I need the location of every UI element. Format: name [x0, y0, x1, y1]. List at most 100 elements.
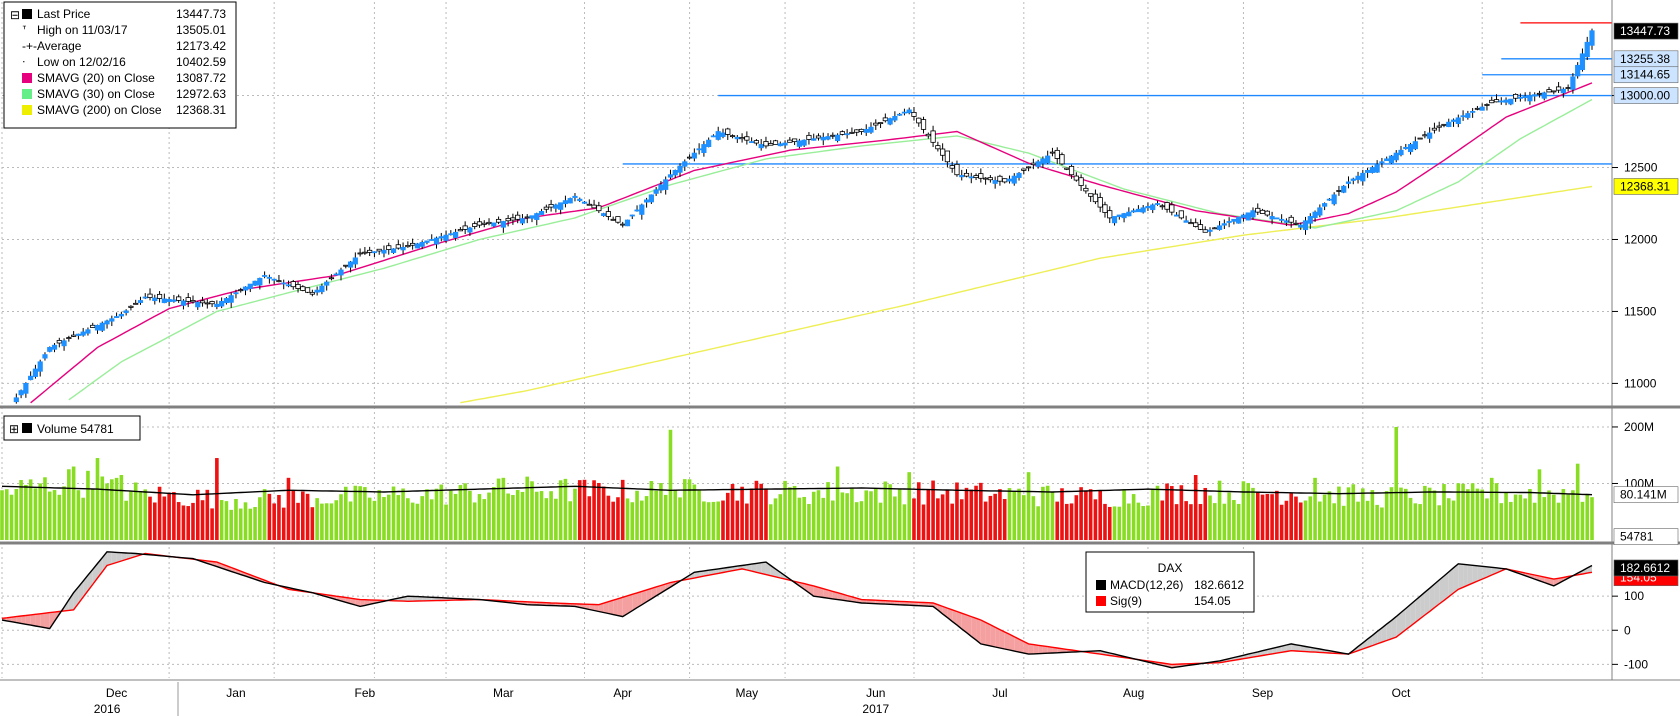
candle: [362, 251, 368, 254]
volume-bar: [1485, 498, 1489, 540]
macd-fill: [1362, 639, 1368, 650]
volume-bar: [176, 502, 181, 540]
volume-bar: [883, 481, 888, 540]
candle: [23, 383, 29, 394]
macd-fill: [1276, 646, 1282, 654]
volume-bar: [534, 491, 539, 540]
volume-bar: [1413, 503, 1418, 540]
candle: [591, 204, 597, 209]
macd-fill: [1014, 636, 1020, 653]
volume-bar: [1494, 483, 1499, 540]
candle: [1049, 151, 1056, 154]
volume-bar: [988, 495, 993, 540]
volume-bar: [1160, 500, 1165, 540]
volume-bar: [1427, 487, 1432, 540]
volume-bar: [1060, 488, 1064, 540]
volume-bar: [152, 502, 157, 540]
volume-bar: [620, 479, 625, 540]
candle: [1193, 222, 1199, 227]
volume-bar: [1279, 504, 1284, 540]
candle: [424, 240, 430, 243]
candle: [1441, 123, 1447, 126]
candle: [1403, 146, 1409, 150]
candle: [56, 340, 62, 344]
volume-bar: [740, 486, 744, 540]
candle: [935, 145, 941, 150]
volume-bar: [1418, 504, 1422, 540]
candle: [562, 200, 569, 205]
candle: [1331, 194, 1337, 205]
candle: [505, 218, 511, 222]
volume-bar: [831, 500, 835, 540]
macd-fill: [1047, 646, 1053, 654]
macd-fill: [1472, 565, 1478, 584]
volume-bar: [1556, 502, 1561, 540]
volume-bar: [324, 503, 329, 540]
price-legend: ⊟ Last Price 13447.73 ᐪ High on 11/03/17 135…: [3, 1, 237, 129]
candle: [1350, 178, 1356, 181]
candle: [1479, 106, 1485, 111]
candle: [1422, 134, 1428, 137]
volume-bar: [931, 480, 935, 540]
macd-fill: [952, 609, 957, 626]
macd-fill: [1019, 639, 1024, 654]
axis-value-tag-bg: [1613, 486, 1679, 504]
legend-swatch: [22, 105, 32, 115]
volume-bar: [1241, 481, 1246, 540]
volume-bar: [1074, 495, 1079, 540]
macd-fill: [828, 590, 833, 599]
macd-fill: [899, 601, 905, 606]
candle: [276, 280, 282, 283]
volume-bar: [429, 499, 434, 540]
candle: [309, 291, 315, 295]
volume-bar: [43, 477, 47, 540]
sma20-line: [30, 82, 1593, 404]
macd-fill: [417, 596, 423, 602]
candle: [395, 244, 401, 249]
candle: [285, 284, 292, 287]
candle: [1030, 162, 1036, 166]
volume-bar: [1107, 506, 1112, 540]
candle: [180, 300, 187, 306]
volume-bar: [1098, 490, 1102, 540]
expand-icon[interactable]: ⊞: [9, 422, 19, 436]
candle: [61, 340, 67, 347]
y-tick-label: 11000: [1624, 376, 1657, 390]
macd-fill: [1558, 577, 1564, 584]
candle: [601, 213, 607, 217]
candle: [357, 252, 363, 255]
candle: [983, 177, 989, 180]
candle: [28, 375, 34, 381]
volume-bar: [1561, 489, 1566, 540]
candle: [605, 211, 611, 217]
candle: [142, 296, 148, 299]
macd-fill: [937, 604, 943, 614]
candle: [37, 361, 43, 372]
candle: [433, 237, 440, 245]
volume-bar: [348, 501, 353, 540]
candle: [495, 218, 502, 223]
volume-bar: [1585, 493, 1590, 540]
x-tick-label: Oct: [1392, 686, 1411, 700]
axis-value-tag-bg: [1613, 559, 1679, 577]
candle: [524, 216, 530, 219]
volume-bar: [811, 491, 816, 540]
y-tick-label: 100: [1624, 589, 1644, 603]
candle: [1388, 155, 1395, 164]
macd-fill: [818, 587, 824, 598]
volume-bar: [377, 490, 382, 540]
candle: [1183, 220, 1189, 223]
volume-bar: [382, 497, 386, 540]
candle: [147, 293, 153, 298]
axis-value-tag: 13000.00: [1613, 87, 1679, 104]
candle: [825, 136, 831, 140]
x-tick-label: Jul: [992, 686, 1007, 700]
macd-fill: [617, 597, 623, 617]
macd-fill: [49, 612, 55, 629]
candle: [185, 297, 191, 302]
volume-bar: [95, 458, 100, 540]
collapse-icon[interactable]: ⊟: [10, 8, 20, 22]
candle: [1045, 155, 1051, 164]
candle: [271, 278, 277, 281]
candle: [691, 152, 697, 159]
